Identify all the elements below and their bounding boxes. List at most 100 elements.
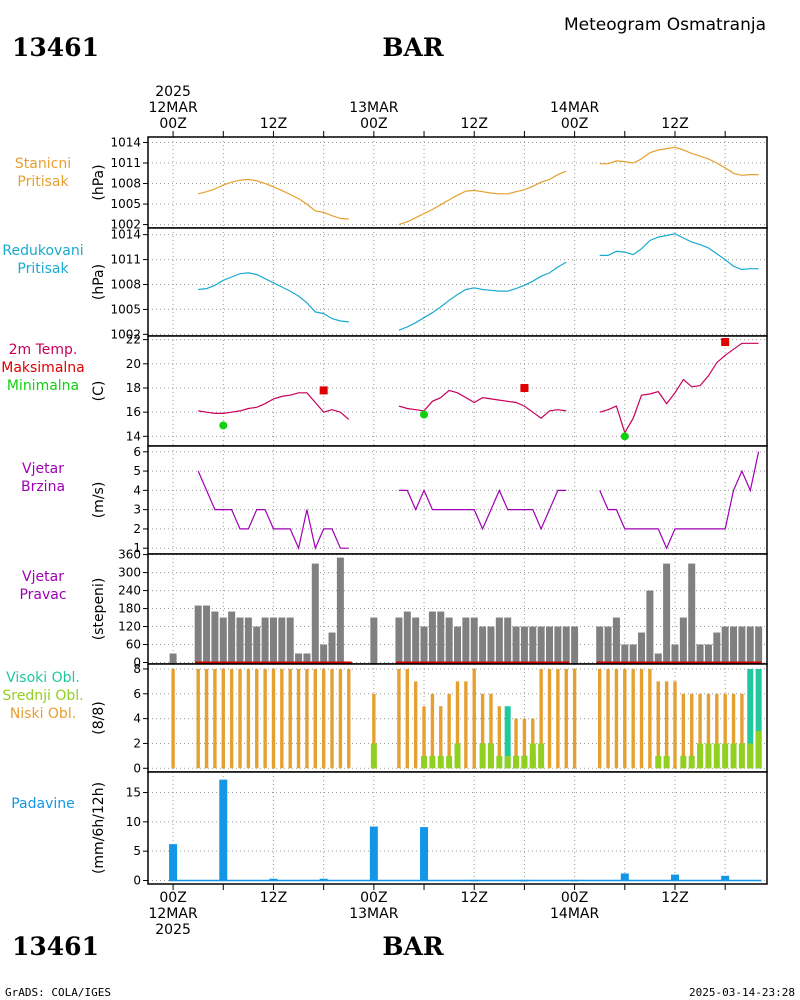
precip-bar	[620, 873, 629, 881]
y-tick-label: 1002	[110, 218, 141, 232]
y-tick-label: 1014	[110, 135, 141, 149]
y-axis-label: (m/s)	[91, 482, 107, 519]
panel-reduced-pressure: 1002 1005 1008 1011 1014 (hPa) Redukovani Priti…	[2, 227, 768, 341]
cloud-mid-bar	[747, 743, 754, 769]
y-tick-label: 20	[126, 357, 141, 371]
wind-direction-bar	[612, 617, 620, 664]
cloud-low-bar	[455, 681, 460, 769]
y-tick-label: 22	[126, 333, 141, 347]
wind-direction-bar	[445, 617, 453, 664]
precip-bar	[670, 874, 679, 881]
wind-direction-bar	[512, 626, 520, 664]
chart-footer: 13461 BAR GrADS: COLA/IGES 2025-03-14-23…	[5, 932, 795, 999]
y-tick-label: 1005	[110, 197, 141, 211]
panel-temperature: 14 16 18 20 22 (C) 2m Temp. Maksimalna Minimalna	[1, 333, 768, 447]
wind-direction-bar	[420, 626, 428, 664]
cloud-low-bar	[405, 668, 410, 769]
tmin-marker	[620, 432, 629, 441]
wind-direction-bar	[604, 626, 612, 664]
top-time-label: 12Z	[260, 116, 287, 132]
top-time-label: 12Z	[461, 116, 488, 132]
y-tick-label: 1008	[110, 177, 141, 191]
cloud-low-bar	[547, 668, 552, 769]
cloud-low-bar	[321, 668, 326, 769]
panel-label: 2m Temp.	[9, 342, 78, 358]
panel-background	[148, 336, 767, 446]
y-tick-label: 4	[133, 712, 141, 726]
panel-label: Redukovani	[2, 243, 83, 259]
y-tick-label: 0	[133, 656, 141, 670]
series-line	[599, 233, 759, 271]
panel-label: Pritisak	[17, 174, 69, 190]
wind-direction-bar	[504, 617, 512, 664]
panel-cloud-cover: 0 2 4 6 8 (8/8) Visoki Obl. Srednji Obl. Niski O…	[2, 662, 768, 775]
panel-station-pressure: 1002 1005 1008 1011 1014 (hPa) Stanicni Pritisa…	[15, 135, 768, 232]
footer-credit: GrADS: COLA/IGES	[5, 986, 111, 999]
bottom-time-label: 12Z	[661, 890, 688, 906]
cloud-mid-bar	[655, 755, 662, 769]
wind-direction-bar	[311, 563, 319, 664]
precip-bar	[169, 844, 178, 881]
bottom-time-label: 13MAR	[349, 906, 398, 922]
cloud-low-bar	[255, 668, 259, 769]
cloud-high-bar	[504, 706, 511, 769]
cloud-low-bar	[706, 693, 711, 769]
cloud-low-bar	[614, 668, 619, 769]
wind-direction-bar	[211, 611, 219, 664]
panel-background	[148, 446, 767, 554]
cloud-low-bar	[698, 693, 702, 769]
y-tick-label: 2	[133, 736, 141, 750]
cloud-low-bar	[539, 668, 543, 769]
panel-label: Stanicni	[15, 156, 71, 172]
y-tick-label: 1011	[110, 156, 141, 170]
wind-direction-bar	[236, 617, 244, 664]
y-tick-label: 240	[118, 584, 141, 598]
cloud-low-bar	[673, 681, 677, 769]
cloud-mid-bar	[521, 755, 528, 769]
cloud-mid-bar	[487, 743, 494, 769]
wind-direction-bar	[696, 644, 704, 664]
cloud-high-bar	[755, 668, 762, 769]
cloud-low-bar	[280, 668, 284, 769]
bottom-time-label: 00Z	[360, 890, 387, 906]
y-tick-label: 1008	[110, 277, 141, 291]
cloud-low-bar	[740, 693, 744, 769]
panel-plot	[198, 338, 759, 441]
wind-direction-bar	[713, 632, 721, 664]
top-time-label: 00Z	[159, 116, 186, 132]
wind-direction-bar	[194, 605, 202, 664]
top-time-label: 12MAR	[148, 100, 197, 116]
panel-plot	[169, 779, 762, 882]
wind-direction-bar	[479, 626, 487, 664]
cloud-low-bar	[623, 668, 627, 769]
wind-direction-bar	[562, 626, 570, 664]
y-tick-label: 1002	[110, 327, 141, 341]
wind-direction-bar	[470, 617, 478, 664]
top-time-label: 00Z	[561, 116, 588, 132]
y-tick-label: 8	[133, 662, 141, 676]
y-tick-label: 0	[133, 873, 141, 887]
cloud-low-bar	[271, 668, 276, 769]
cloud-mid-bar	[680, 755, 687, 769]
cloud-low-bar	[213, 668, 217, 769]
wind-direction-bar	[244, 617, 252, 664]
cloud-mid-bar	[504, 755, 511, 769]
series-line	[599, 451, 760, 550]
cloud-mid-bar	[738, 743, 745, 769]
wind-direction-bar	[228, 611, 236, 664]
wind-direction-bar	[671, 644, 679, 664]
tmin-marker	[219, 421, 228, 430]
cloud-mid-bar	[688, 755, 695, 769]
series-line	[197, 470, 349, 551]
panel-background	[148, 228, 767, 336]
station-name-bottom: BAR	[382, 932, 444, 961]
precip-bar	[269, 878, 278, 881]
wind-direction-bar	[554, 626, 562, 664]
y-axis-label: (hPa)	[91, 264, 107, 300]
precip-bar	[369, 826, 378, 881]
wind-direction-bar	[336, 557, 344, 664]
wind-direction-bar	[370, 617, 378, 664]
panel-label: Vjetar	[22, 569, 64, 585]
cloud-mid-bar	[722, 743, 729, 769]
panel-precipitation: 0 5 10 15 (mm/6h/12h) Padavine	[11, 771, 768, 887]
